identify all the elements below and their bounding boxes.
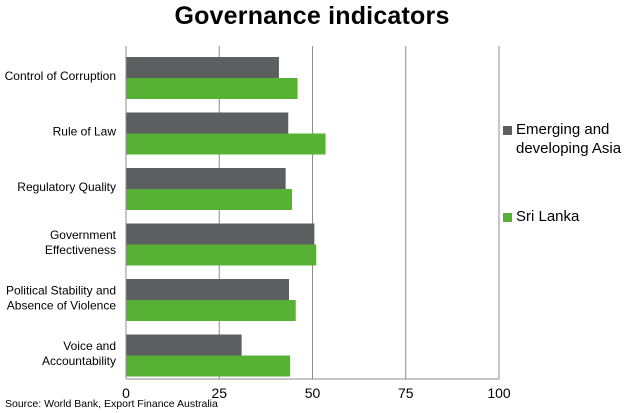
bar <box>126 355 291 377</box>
legend-swatch <box>503 213 512 222</box>
legend-swatch <box>503 126 512 135</box>
bar <box>126 334 242 356</box>
category-label: Government Effectiveness <box>45 228 117 257</box>
bar <box>126 168 286 189</box>
source-note: Source: World Bank, Export Finance Austr… <box>5 398 218 410</box>
bar <box>126 57 279 78</box>
bar <box>126 112 289 134</box>
category-label: Rule of Law <box>53 124 117 138</box>
x-tick-label: 50 <box>305 385 321 401</box>
category-label-line: Government <box>50 228 117 242</box>
bar <box>126 279 290 300</box>
category-label-line: Effectiveness <box>45 243 116 257</box>
category-label-line: Control of Corruption <box>5 69 116 83</box>
bar <box>126 189 292 210</box>
bar <box>126 223 315 245</box>
category-label: Regulatory Quality <box>17 180 116 194</box>
category-label: Voice and Accountability <box>42 339 116 368</box>
chart-title: Governance indicators <box>174 2 450 30</box>
legend-item: Sri Lanka <box>503 207 624 226</box>
bar <box>126 78 298 99</box>
x-tick-label: 100 <box>487 385 511 401</box>
category-label: Political Stability and Absence of Violen… <box>6 283 116 312</box>
category-label: Control of Corruption <box>5 69 116 83</box>
category-label-line: Absence of Violence <box>7 298 117 312</box>
bar <box>126 244 317 266</box>
x-tick-label: 75 <box>398 385 414 401</box>
category-label-line: Regulatory Quality <box>17 180 116 194</box>
bar <box>126 300 296 321</box>
legend-item: Emerging and developing Asia <box>503 120 624 158</box>
bar <box>126 133 326 155</box>
category-label-line: Rule of Law <box>53 124 117 138</box>
category-label-line: Political Stability and <box>6 283 116 297</box>
x-tick-label: 25 <box>211 385 227 401</box>
legend-label: Sri Lanka <box>516 208 580 225</box>
x-tick-label: 0 <box>122 385 130 401</box>
category-label-line: Accountability <box>42 354 116 368</box>
legend-label: Emerging and developing Asia <box>516 121 622 157</box>
category-label-line: Voice and <box>63 339 116 353</box>
